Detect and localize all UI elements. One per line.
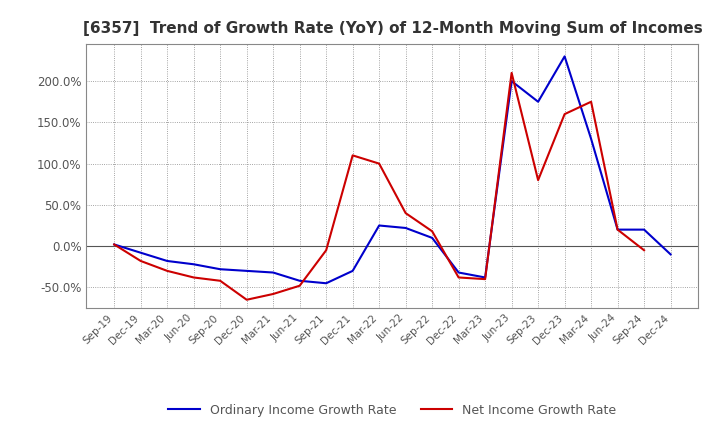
Ordinary Income Growth Rate <box>295 278 304 283</box>
Net Income Growth Rate <box>481 276 490 282</box>
Line: Net Income Growth Rate: Net Income Growth Rate <box>114 73 644 300</box>
Net Income Growth Rate <box>454 275 463 280</box>
Net Income Growth Rate <box>640 248 649 253</box>
Ordinary Income Growth Rate <box>163 258 171 264</box>
Ordinary Income Growth Rate <box>640 227 649 232</box>
Line: Ordinary Income Growth Rate: Ordinary Income Growth Rate <box>114 56 670 283</box>
Net Income Growth Rate <box>587 99 595 104</box>
Ordinary Income Growth Rate <box>243 268 251 274</box>
Legend: Ordinary Income Growth Rate, Net Income Growth Rate: Ordinary Income Growth Rate, Net Income … <box>163 399 621 422</box>
Ordinary Income Growth Rate <box>481 275 490 280</box>
Net Income Growth Rate <box>243 297 251 302</box>
Net Income Growth Rate <box>216 278 225 283</box>
Ordinary Income Growth Rate <box>454 270 463 275</box>
Ordinary Income Growth Rate <box>216 267 225 272</box>
Ordinary Income Growth Rate <box>428 235 436 241</box>
Net Income Growth Rate <box>560 111 569 117</box>
Net Income Growth Rate <box>189 275 198 280</box>
Net Income Growth Rate <box>375 161 384 166</box>
Ordinary Income Growth Rate <box>136 250 145 255</box>
Net Income Growth Rate <box>508 70 516 76</box>
Net Income Growth Rate <box>348 153 357 158</box>
Ordinary Income Growth Rate <box>666 252 675 257</box>
Net Income Growth Rate <box>534 177 542 183</box>
Ordinary Income Growth Rate <box>401 225 410 231</box>
Ordinary Income Growth Rate <box>508 78 516 84</box>
Net Income Growth Rate <box>401 210 410 216</box>
Ordinary Income Growth Rate <box>560 54 569 59</box>
Ordinary Income Growth Rate <box>375 223 384 228</box>
Title: [6357]  Trend of Growth Rate (YoY) of 12-Month Moving Sum of Incomes: [6357] Trend of Growth Rate (YoY) of 12-… <box>83 21 702 36</box>
Ordinary Income Growth Rate <box>110 242 119 247</box>
Ordinary Income Growth Rate <box>534 99 542 104</box>
Net Income Growth Rate <box>322 248 330 253</box>
Net Income Growth Rate <box>269 291 277 297</box>
Ordinary Income Growth Rate <box>613 227 622 232</box>
Net Income Growth Rate <box>163 268 171 274</box>
Ordinary Income Growth Rate <box>269 270 277 275</box>
Net Income Growth Rate <box>136 258 145 264</box>
Ordinary Income Growth Rate <box>348 268 357 274</box>
Ordinary Income Growth Rate <box>189 262 198 267</box>
Ordinary Income Growth Rate <box>322 281 330 286</box>
Ordinary Income Growth Rate <box>587 136 595 142</box>
Net Income Growth Rate <box>613 227 622 232</box>
Net Income Growth Rate <box>110 242 119 247</box>
Net Income Growth Rate <box>295 283 304 288</box>
Net Income Growth Rate <box>428 229 436 234</box>
